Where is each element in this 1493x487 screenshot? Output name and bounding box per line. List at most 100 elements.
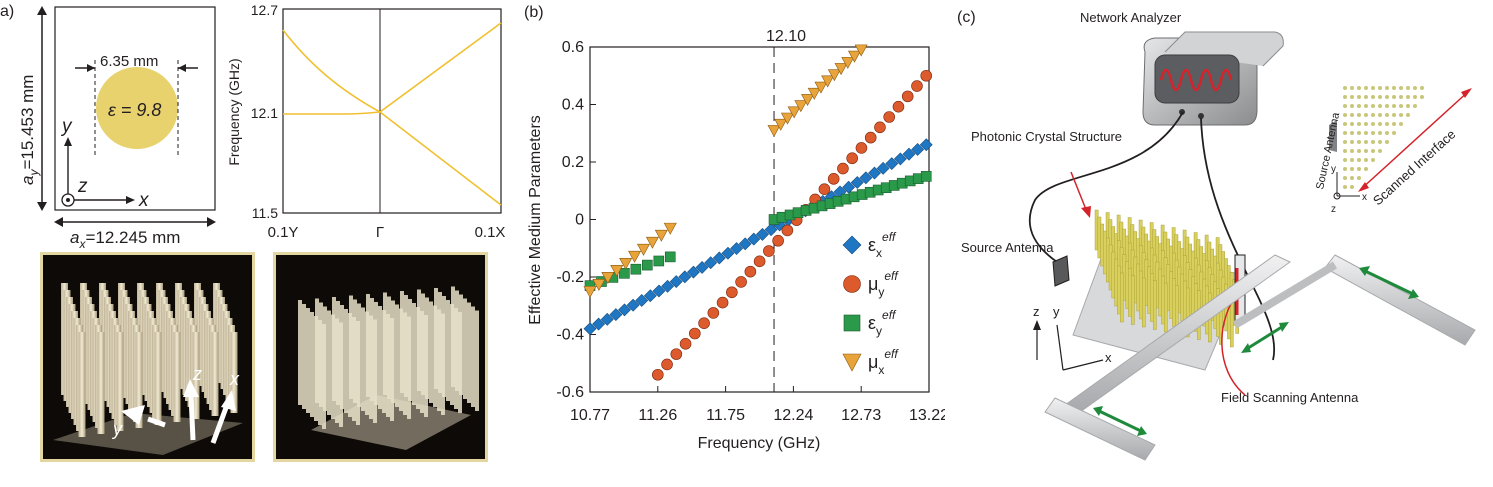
data-point	[920, 171, 932, 182]
y-axis-label: Effective Medium Parameters	[527, 115, 544, 325]
data-point	[772, 234, 784, 247]
panel-c-label: (c)	[957, 9, 976, 26]
data-point	[670, 348, 683, 360]
network-analyzer-label: Network Analyzer	[1080, 10, 1182, 25]
rod	[135, 332, 143, 428]
grid-rod	[1343, 122, 1347, 126]
data-point	[600, 312, 614, 326]
axis-y-label: y	[1053, 304, 1060, 319]
grid-rod	[1357, 86, 1361, 90]
rod	[1119, 272, 1124, 323]
scan-interface-line	[1359, 89, 1471, 191]
arrowhead	[1461, 88, 1472, 98]
axis-z-label: z	[77, 176, 88, 197]
chart-frame	[589, 46, 930, 393]
photo-rod-array-front: z x y	[40, 252, 255, 462]
rod	[335, 318, 339, 423]
data-point	[902, 147, 916, 161]
band-upper-left	[282, 29, 381, 113]
motion-arrow-x2	[1096, 408, 1144, 434]
legend: εxeff μyeff εyeff μxeff	[842, 230, 899, 377]
panel-b-label: (b)	[524, 4, 544, 21]
data-point	[818, 183, 831, 195]
grid-rod	[1343, 140, 1347, 144]
grid-rod	[1385, 122, 1389, 126]
diameter-label: 6.35 mm	[100, 53, 158, 70]
data-point	[687, 265, 700, 279]
grid-rod	[1350, 86, 1354, 90]
rod	[1141, 277, 1146, 328]
rod	[441, 313, 445, 415]
epsilon-label: ε = 9.8	[108, 100, 161, 120]
grid-rod	[1357, 104, 1361, 108]
arrowhead	[1358, 182, 1369, 192]
analyzer-screen	[1154, 54, 1240, 104]
grid-rod	[1357, 176, 1361, 180]
grid-rod	[1357, 131, 1361, 135]
data-point	[843, 275, 861, 293]
data-point	[689, 327, 701, 340]
data-points	[583, 44, 933, 381]
grid-rod	[1357, 113, 1361, 117]
x-tick-label: 12.73	[841, 407, 881, 424]
rod-array	[61, 283, 238, 437]
arrowhead	[183, 379, 199, 397]
panel-c: (c) Network Analyzer Source Antenna Scan…	[945, 0, 1493, 482]
rod-array	[298, 286, 479, 429]
grid-rod	[1385, 95, 1389, 99]
data-point	[834, 63, 848, 76]
data-point	[842, 235, 862, 255]
data-point	[707, 307, 720, 319]
grid-rod	[1364, 158, 1368, 162]
y-tick-label: 0.2	[562, 154, 584, 171]
arrowhead	[121, 405, 145, 425]
y-axis	[1056, 324, 1064, 371]
rod	[97, 332, 105, 434]
y-tick-label: -0.2	[556, 269, 584, 286]
rod	[192, 332, 200, 419]
data-point	[747, 232, 761, 246]
xtick-label: Γ	[376, 224, 384, 241]
grid-rod	[1371, 86, 1375, 90]
photonic-crystal-label: Photonic Crystal Structure	[971, 129, 1122, 144]
scanning-stage	[1044, 254, 1476, 461]
rod	[302, 304, 306, 409]
data-point	[669, 275, 683, 288]
data-point	[753, 255, 766, 268]
rod	[322, 324, 326, 429]
rod	[369, 315, 373, 419]
arrowhead	[1137, 426, 1147, 436]
data-point	[764, 223, 778, 237]
rod	[298, 300, 302, 405]
source-antenna-label: Source Antenna	[961, 240, 1054, 255]
grid-rod	[1413, 104, 1417, 108]
grid-rod	[1357, 140, 1361, 144]
axis-z-label: z	[1033, 304, 1040, 319]
photo-right-svg	[298, 286, 479, 450]
analyzer-top	[1164, 31, 1284, 67]
callout-arrow	[1070, 171, 1088, 213]
arrowhead	[207, 217, 216, 227]
y-tick-label: 0	[575, 212, 584, 229]
data-point	[721, 246, 735, 260]
data-point	[744, 265, 757, 278]
rod	[390, 318, 394, 421]
rod	[78, 332, 86, 437]
z-direction-arrow	[188, 394, 196, 441]
data-point	[911, 143, 925, 156]
panel-c-svg: (c) Network Analyzer Source Antenna Scan…	[957, 9, 1476, 461]
arrowhead	[37, 202, 47, 211]
photo-left-svg: z x y	[53, 283, 243, 455]
grid-rod	[1378, 140, 1382, 144]
rod	[463, 298, 467, 399]
rod	[424, 315, 428, 417]
inset-axis-z: z	[1331, 204, 1336, 215]
data-point	[601, 272, 615, 284]
data-point	[893, 152, 907, 166]
grid-rod	[1357, 167, 1361, 171]
data-point	[630, 263, 642, 275]
grid-rod	[1371, 113, 1375, 117]
x-tick-label: 10.77	[570, 407, 610, 424]
legend-label: μyeff	[868, 269, 899, 299]
grid-rod	[1392, 95, 1396, 99]
